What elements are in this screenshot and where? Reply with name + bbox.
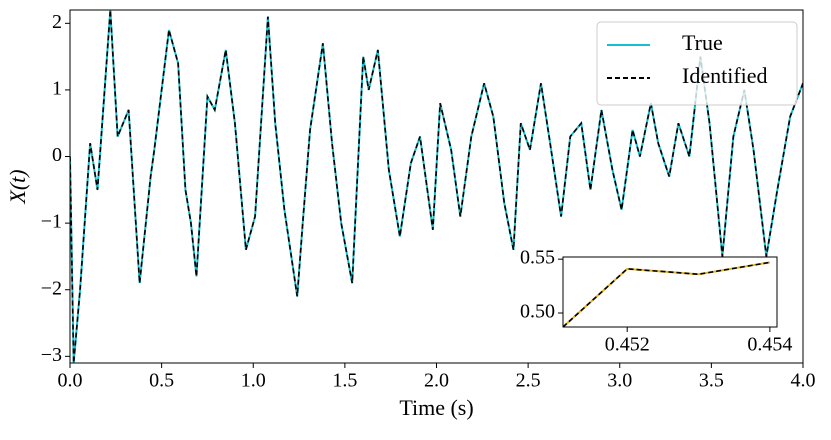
x-tick-label: 3.0 <box>607 370 632 392</box>
y-tick-label: −1 <box>41 211 62 233</box>
y-tick-label: −3 <box>41 344 62 366</box>
x-tick-label: 2.5 <box>516 370 541 392</box>
x-tick-label: 3.5 <box>699 370 724 392</box>
y-tick-label: 0 <box>52 144 62 166</box>
y-tick-label: 0.50 <box>520 301 555 323</box>
x-axis-label: Time (s) <box>399 395 473 420</box>
y-axis-label: X(t) <box>5 169 30 204</box>
y-tick-label: 0.55 <box>520 247 555 269</box>
y-tick-label: −2 <box>41 277 62 299</box>
plot-frame <box>562 256 778 328</box>
x-tick-label: 1.0 <box>241 370 266 392</box>
plot-area <box>563 257 777 327</box>
y-tick-label: 2 <box>52 11 62 33</box>
legend-box <box>596 21 798 106</box>
y-tick-label: 1 <box>52 78 62 100</box>
x-tick-label: 0.452 <box>605 334 650 356</box>
data-line <box>70 10 803 363</box>
x-tick-label: 1.5 <box>332 370 357 392</box>
x-tick-label: 2.0 <box>424 370 449 392</box>
x-tick-label: 0.0 <box>58 370 83 392</box>
legend-label: True <box>682 30 723 55</box>
x-tick-label: 4.0 <box>791 370 816 392</box>
x-tick-label: 0.454 <box>747 334 792 356</box>
x-tick-label: 0.5 <box>149 370 174 392</box>
data-line <box>563 261 770 327</box>
legend-label: Identified <box>682 63 768 88</box>
plot-frame <box>69 9 804 364</box>
